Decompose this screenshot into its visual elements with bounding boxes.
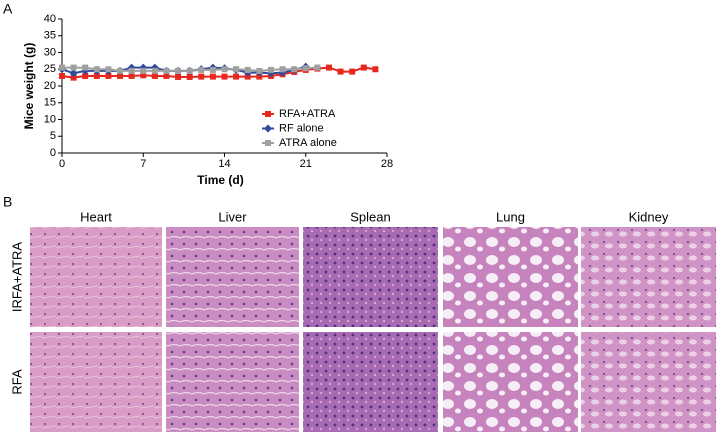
x-tick-label: 14	[218, 158, 230, 170]
point	[244, 73, 251, 80]
point	[93, 66, 100, 73]
y-axis-title: Mice weight (g)	[22, 43, 36, 130]
point	[186, 73, 193, 80]
x-axis-title: Time (d)	[197, 173, 243, 187]
point	[372, 66, 379, 73]
point	[256, 67, 263, 74]
point	[314, 64, 321, 71]
panel-label: A	[3, 1, 13, 17]
histology-image	[30, 227, 162, 327]
point	[151, 67, 158, 74]
point	[93, 72, 100, 79]
legend-label: RFA+ATRA	[279, 108, 336, 120]
point	[128, 67, 135, 74]
point	[233, 66, 240, 73]
point	[325, 64, 332, 71]
histology-image	[581, 227, 716, 327]
histology-image	[166, 227, 299, 327]
point	[221, 73, 228, 80]
point	[70, 64, 77, 71]
x-tick-label: 0	[59, 158, 65, 170]
point	[163, 72, 170, 79]
column-label: Liver	[218, 209, 247, 224]
point	[337, 68, 344, 75]
column-label: Splean	[350, 209, 390, 224]
point	[105, 66, 112, 73]
point	[163, 67, 170, 74]
point	[59, 64, 65, 71]
y-tick-label: 0	[50, 147, 56, 159]
legend-label: ATRA alone	[279, 137, 337, 149]
point	[117, 67, 124, 74]
legend-marker	[265, 111, 271, 117]
point	[267, 66, 274, 73]
y-tick-label: 30	[44, 46, 56, 58]
point	[117, 72, 124, 79]
point	[360, 64, 367, 71]
point	[82, 64, 89, 71]
legend-marker	[264, 124, 272, 133]
y-tick-label: 15	[44, 97, 56, 109]
histology-image	[443, 227, 578, 327]
column-label: Heart	[80, 209, 112, 224]
point	[128, 72, 135, 79]
point	[233, 73, 240, 80]
histology-image	[303, 227, 438, 327]
point	[209, 73, 216, 80]
legend-label: RF alone	[279, 122, 324, 134]
point	[291, 66, 298, 73]
x-tick-label: 7	[140, 158, 146, 170]
y-tick-label: 20	[44, 80, 56, 92]
point	[209, 66, 216, 73]
point	[105, 72, 112, 79]
point	[302, 65, 309, 72]
y-tick-label: 25	[44, 63, 56, 75]
series-line	[61, 66, 376, 79]
point	[70, 74, 77, 81]
y-tick-label: 5	[50, 130, 56, 142]
legend-marker	[265, 140, 271, 146]
point	[186, 67, 193, 74]
point	[69, 69, 78, 78]
x-tick-label: 21	[300, 158, 312, 170]
point	[82, 72, 89, 79]
point	[349, 68, 356, 75]
row-label: RFA	[9, 369, 24, 395]
point	[198, 66, 205, 73]
histology-image	[166, 332, 299, 432]
weight-chart: 0 5 10 15 20 25 30 35 40 0 7 14 21 28 Time (d) Mice wei…	[22, 13, 393, 187]
point	[175, 67, 182, 74]
y-tick-label: 40	[44, 13, 56, 25]
x-tick-label: 28	[381, 158, 393, 170]
histology-image	[30, 332, 162, 432]
point	[279, 66, 286, 73]
histology-grid: Heart Liver Splean Lung Kidney IRFA+ATRA RFA	[9, 209, 716, 432]
panel-label: B	[3, 194, 12, 210]
point	[175, 73, 182, 80]
y-tick-label: 10	[44, 113, 56, 125]
point	[140, 72, 147, 79]
point	[59, 72, 65, 79]
point	[256, 73, 263, 80]
histology-image	[581, 332, 716, 432]
y-tick-label: 35	[44, 30, 56, 42]
point	[140, 67, 147, 74]
point	[198, 73, 205, 80]
point	[244, 66, 251, 73]
point	[221, 66, 228, 73]
histology-image	[303, 332, 438, 432]
row-label: IRFA+ATRA	[9, 242, 24, 313]
column-label: Lung	[496, 209, 525, 224]
histology-image	[443, 332, 578, 432]
point	[151, 72, 158, 79]
column-label: Kidney	[629, 209, 669, 224]
